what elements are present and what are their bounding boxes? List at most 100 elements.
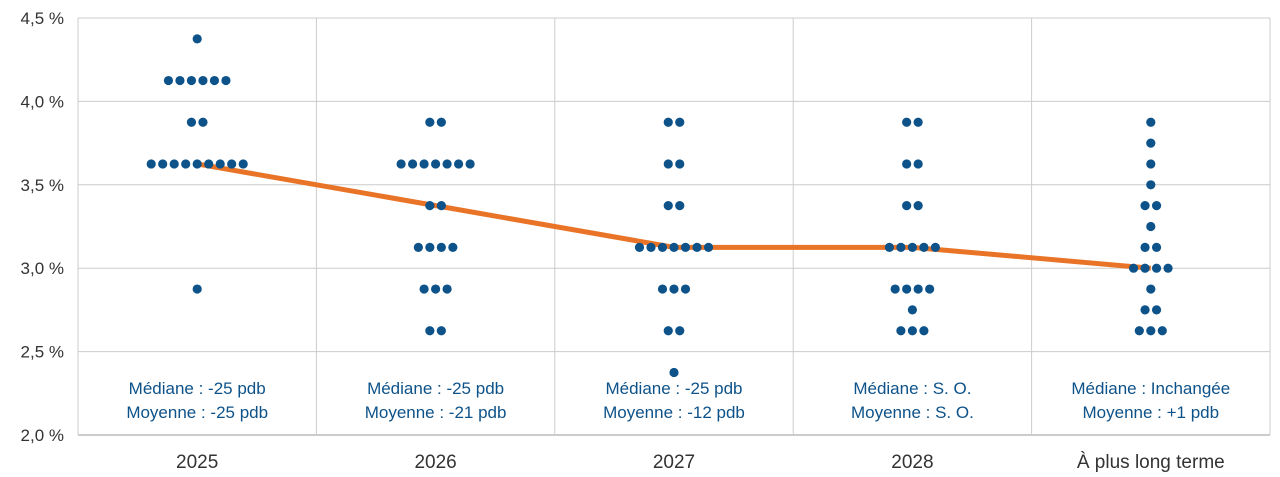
participant-dot xyxy=(902,159,912,169)
participant-dot xyxy=(238,159,248,169)
participant-dot xyxy=(158,159,168,169)
participant-dot xyxy=(913,159,923,169)
participant-dot xyxy=(454,159,464,169)
x-axis-category-labels: 2025 2026 2027 2028 À plus long terme xyxy=(176,452,1225,473)
participant-dot xyxy=(436,326,446,336)
participant-dot xyxy=(221,75,231,86)
participant-dot xyxy=(431,159,441,169)
participant-dot xyxy=(198,117,208,127)
participant-dot xyxy=(669,242,679,252)
mean-annotation: Moyenne : +1 pdb xyxy=(1083,403,1220,422)
x-category-label: 2025 xyxy=(176,452,218,473)
participant-dot xyxy=(198,75,208,86)
participant-dot xyxy=(675,159,685,169)
participant-dot xyxy=(413,242,423,252)
participant-dot xyxy=(215,159,225,169)
participant-dot xyxy=(448,242,458,252)
participant-dot xyxy=(204,159,214,169)
participant-dot xyxy=(902,201,912,211)
participant-dot xyxy=(436,242,446,252)
participant-dot xyxy=(1134,326,1144,336)
dots-layer xyxy=(146,34,1173,378)
median-annotation: Médiane : S. O. xyxy=(853,379,971,398)
participant-dot xyxy=(896,242,906,252)
participant-dot xyxy=(1151,242,1162,252)
participant-dot xyxy=(919,326,929,336)
participant-dot xyxy=(192,34,202,44)
participant-dot xyxy=(930,242,941,252)
participant-dot xyxy=(902,117,912,127)
participant-dot xyxy=(186,117,197,127)
x-category-label: À plus long terme xyxy=(1077,452,1225,473)
participant-dot xyxy=(1146,284,1156,294)
participant-dot xyxy=(192,159,202,169)
median-line xyxy=(196,161,1152,271)
participant-dot xyxy=(1146,326,1156,336)
participant-dot xyxy=(634,242,645,252)
participant-dot xyxy=(890,284,900,294)
participant-dot xyxy=(419,284,429,294)
participant-dot xyxy=(913,284,923,294)
y-tick-label: 2,0 % xyxy=(21,426,64,445)
participant-dot xyxy=(675,201,685,211)
participant-dot xyxy=(646,242,656,252)
participant-dot xyxy=(669,367,679,378)
participant-dot xyxy=(192,284,202,294)
participant-dot xyxy=(896,326,906,336)
y-tick-label: 4,5 % xyxy=(21,9,64,28)
participant-dot xyxy=(175,75,185,86)
participant-dot xyxy=(680,284,691,294)
participant-dot xyxy=(1140,305,1150,315)
annotation-layer: Médiane : -25 pdb Moyenne : -25 pdb Médian… xyxy=(126,379,1230,422)
x-category-label: 2028 xyxy=(891,452,933,473)
participant-dot xyxy=(1146,221,1156,232)
mean-annotation: Moyenne : S. O. xyxy=(851,403,974,422)
participant-dot xyxy=(408,159,418,169)
participant-dot xyxy=(657,242,668,252)
participant-dot xyxy=(442,159,452,169)
y-axis-tick-labels: 2,0 % 2,5 % 3,0 % 3,5 % 4,0 % 4,5 % xyxy=(21,9,64,445)
participant-dot xyxy=(186,75,197,86)
participant-dot xyxy=(692,242,702,252)
participant-dot xyxy=(1146,117,1156,127)
participant-dot xyxy=(419,159,429,169)
participant-dot xyxy=(657,284,668,294)
participant-dot xyxy=(227,159,237,169)
participant-dot xyxy=(1140,201,1150,211)
participant-dot xyxy=(1140,263,1150,273)
participant-dot xyxy=(436,117,446,127)
participant-dot xyxy=(913,117,923,127)
participant-dot xyxy=(396,159,406,169)
participant-dot xyxy=(209,75,220,86)
participant-dot xyxy=(425,242,435,252)
participant-dot xyxy=(425,201,435,211)
y-tick-label: 3,5 % xyxy=(21,176,64,195)
participant-dot xyxy=(669,284,679,294)
participant-dot xyxy=(907,305,918,315)
y-tick-label: 3,0 % xyxy=(21,259,64,278)
participant-dot xyxy=(907,242,918,252)
participant-dot xyxy=(907,326,918,336)
participant-dot xyxy=(163,75,174,86)
participant-dot xyxy=(1140,242,1150,252)
participant-dot xyxy=(431,284,441,294)
participant-dot xyxy=(425,326,435,336)
gridlines xyxy=(77,17,1271,436)
participant-dot xyxy=(663,201,673,211)
participant-dot xyxy=(1157,326,1167,336)
participant-dot xyxy=(663,326,673,336)
mean-annotation: Moyenne : -21 pdb xyxy=(365,403,507,422)
participant-dot xyxy=(1146,180,1156,190)
participant-dot xyxy=(703,242,714,252)
participant-dot xyxy=(902,284,912,294)
participant-dot xyxy=(663,159,673,169)
y-tick-label: 2,5 % xyxy=(21,343,64,362)
participant-dot xyxy=(675,117,685,127)
mean-annotation: Moyenne : -25 pdb xyxy=(126,403,268,422)
participant-dot xyxy=(465,159,475,169)
participant-dot xyxy=(1146,138,1156,148)
mean-annotation: Moyenne : -12 pdb xyxy=(603,403,745,422)
x-category-label: 2027 xyxy=(653,452,695,473)
participant-dot xyxy=(181,159,191,169)
